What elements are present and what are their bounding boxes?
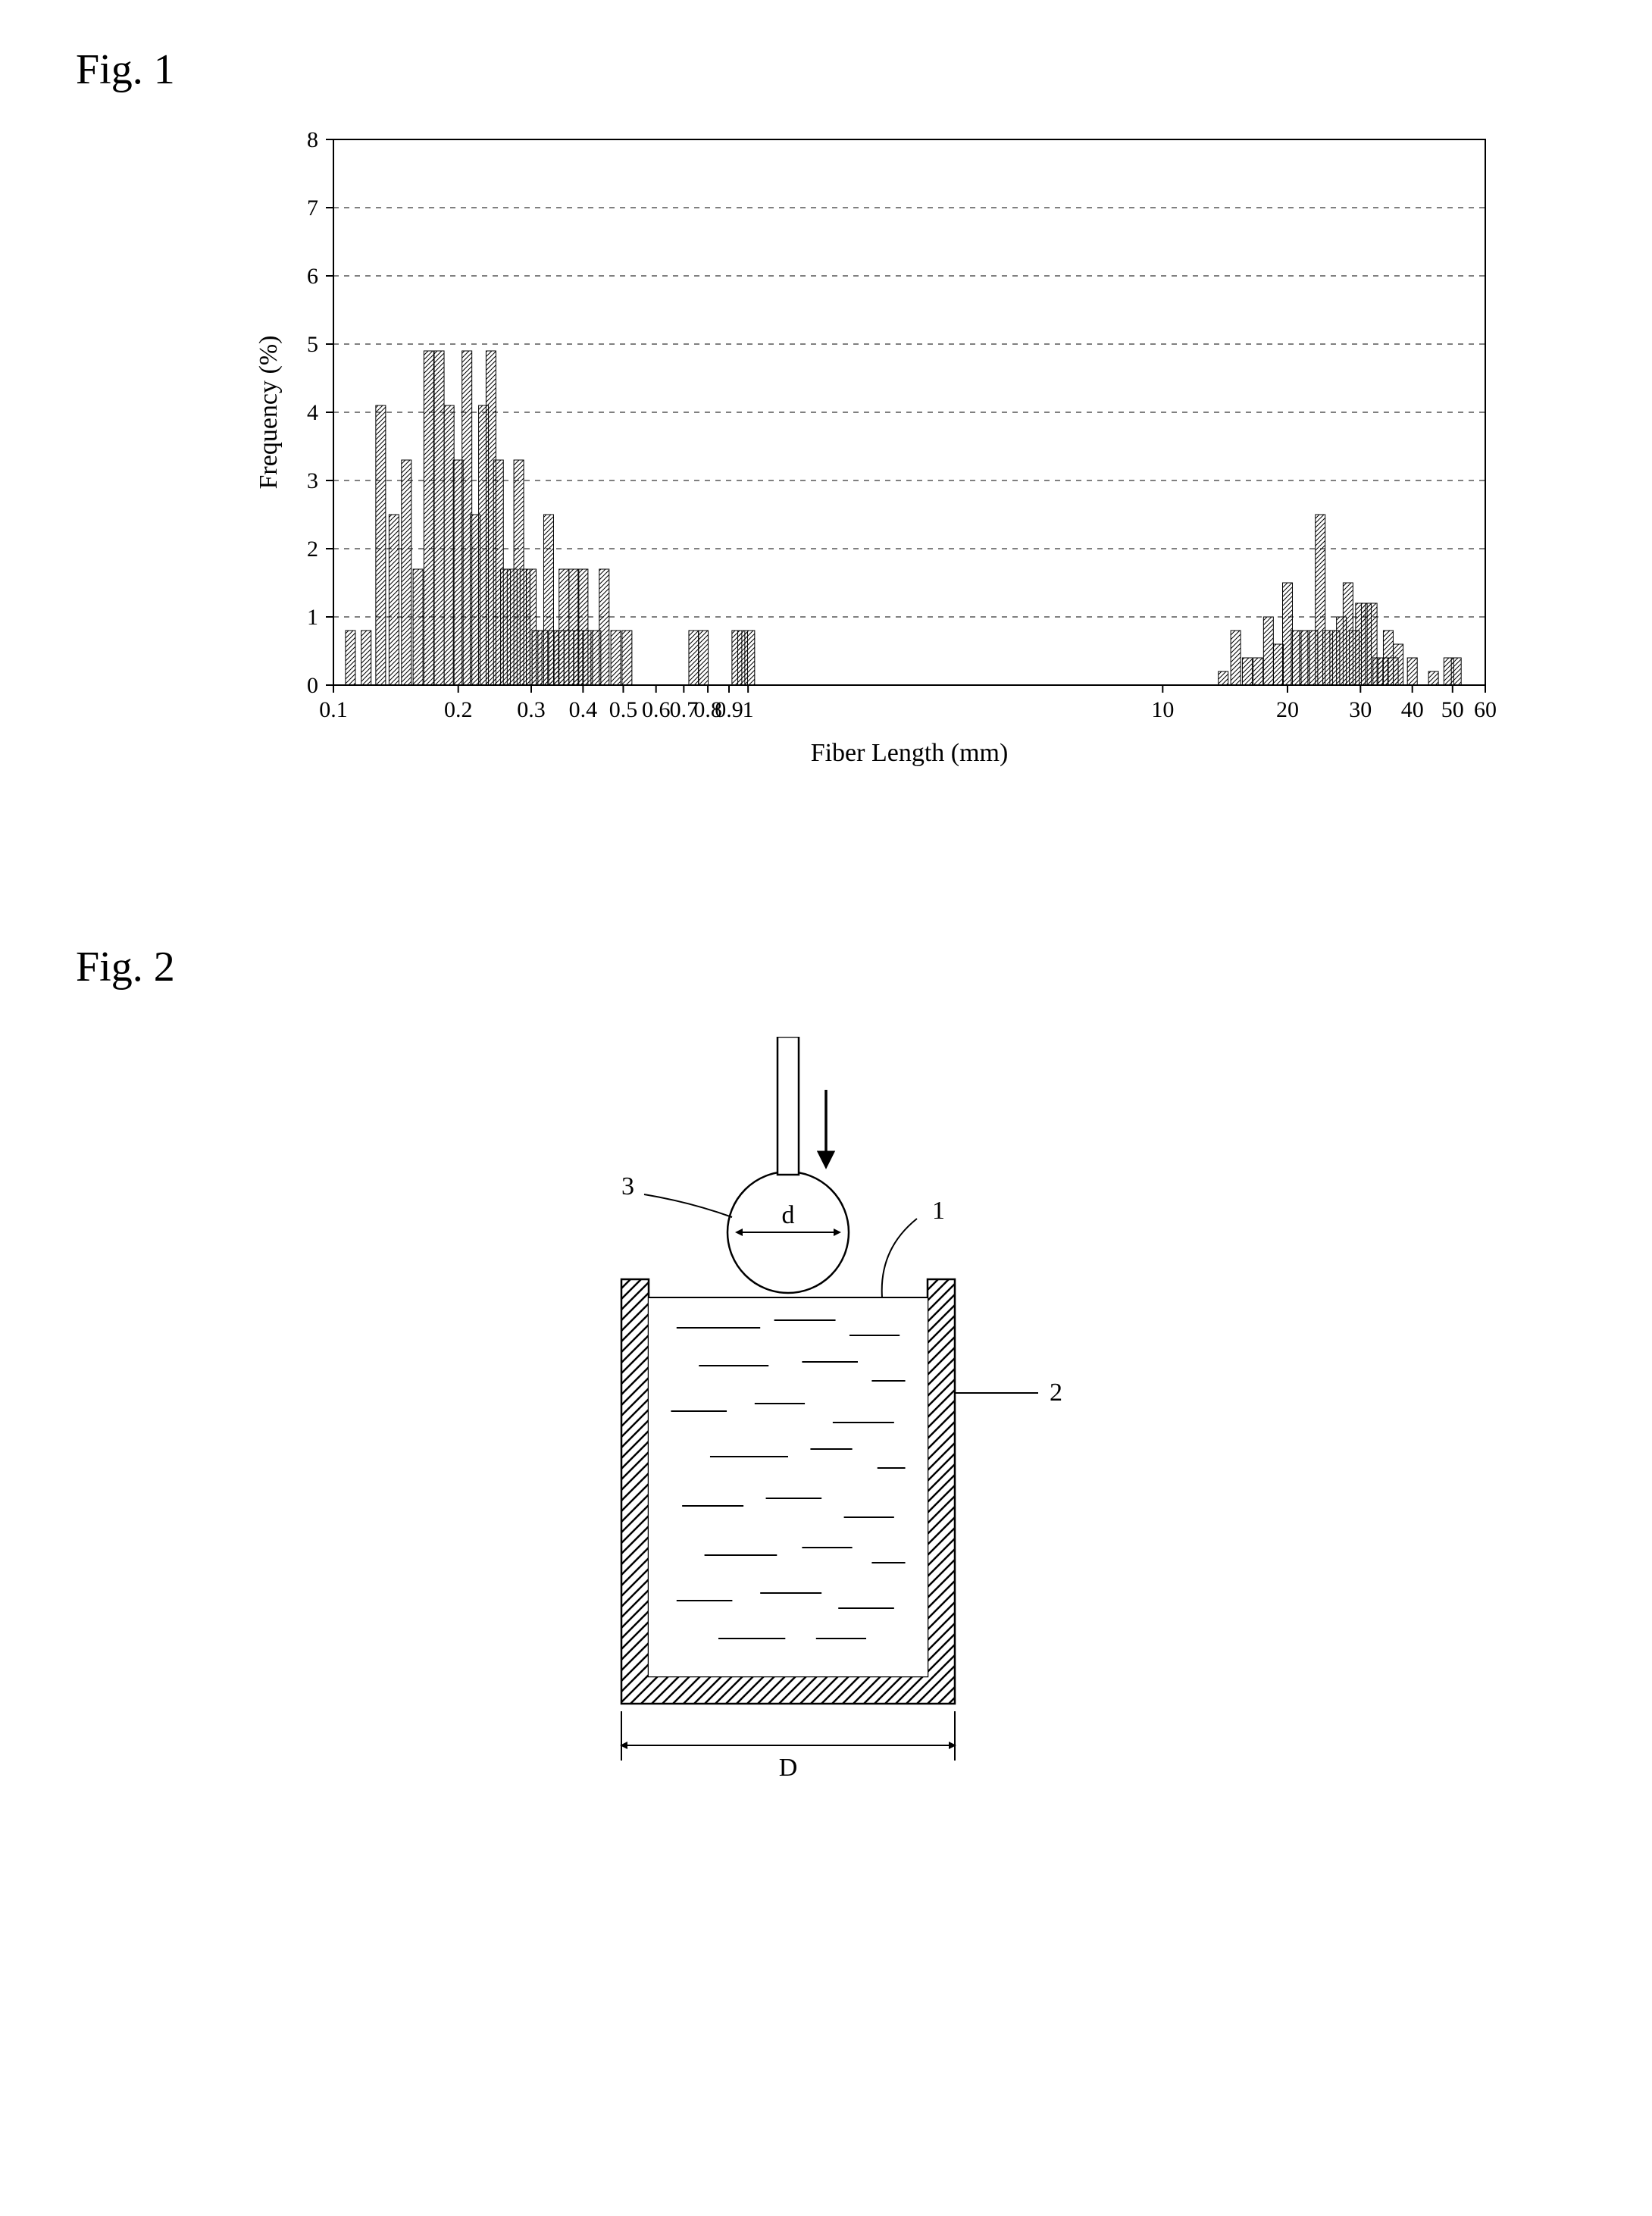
figure-1: Fig. 1 0123456780.10.20.30.40.50.60.70.8… <box>76 45 1576 806</box>
svg-text:1: 1 <box>307 605 318 630</box>
svg-text:3: 3 <box>621 1172 634 1200</box>
svg-text:50: 50 <box>1441 697 1464 722</box>
svg-text:5: 5 <box>307 332 318 357</box>
svg-text:0.9: 0.9 <box>715 697 743 722</box>
svg-text:40: 40 <box>1401 697 1424 722</box>
svg-text:30: 30 <box>1349 697 1372 722</box>
svg-text:Fiber Length (mm): Fiber Length (mm) <box>811 739 1009 767</box>
fig2-schematic-svg: d D 1 2 3 <box>470 1037 1152 1833</box>
svg-text:1: 1 <box>932 1197 945 1225</box>
svg-text:Frequency (%): Frequency (%) <box>255 336 283 490</box>
svg-text:d: d <box>782 1201 795 1229</box>
figure-2-caption: Fig. 2 <box>76 943 1576 991</box>
fig2-diagram: d D 1 2 3 <box>470 1037 1576 1833</box>
svg-text:0: 0 <box>307 673 318 698</box>
svg-text:4: 4 <box>307 400 318 425</box>
svg-text:2: 2 <box>1050 1379 1062 1407</box>
svg-text:6: 6 <box>307 264 318 289</box>
svg-text:D: D <box>779 1754 798 1782</box>
fig1-chart: 0123456780.10.20.30.40.50.60.70.80.91102… <box>250 124 1576 806</box>
svg-text:0.2: 0.2 <box>444 697 473 722</box>
figure-1-caption: Fig. 1 <box>76 45 1576 94</box>
svg-text:8: 8 <box>307 127 318 152</box>
svg-text:2: 2 <box>307 537 318 562</box>
svg-text:0.3: 0.3 <box>517 697 546 722</box>
svg-text:7: 7 <box>307 196 318 221</box>
svg-text:1: 1 <box>743 697 754 722</box>
figure-2: Fig. 2 d D 1 2 3 <box>76 943 1576 1833</box>
svg-text:10: 10 <box>1151 697 1174 722</box>
svg-text:60: 60 <box>1474 697 1497 722</box>
svg-text:20: 20 <box>1276 697 1299 722</box>
svg-text:0.6: 0.6 <box>642 697 671 722</box>
svg-text:0.5: 0.5 <box>609 697 638 722</box>
svg-text:0.1: 0.1 <box>319 697 348 722</box>
fig1-histogram-svg: 0123456780.10.20.30.40.50.60.70.80.91102… <box>250 124 1553 806</box>
svg-text:3: 3 <box>307 468 318 493</box>
svg-text:0.4: 0.4 <box>569 697 598 722</box>
